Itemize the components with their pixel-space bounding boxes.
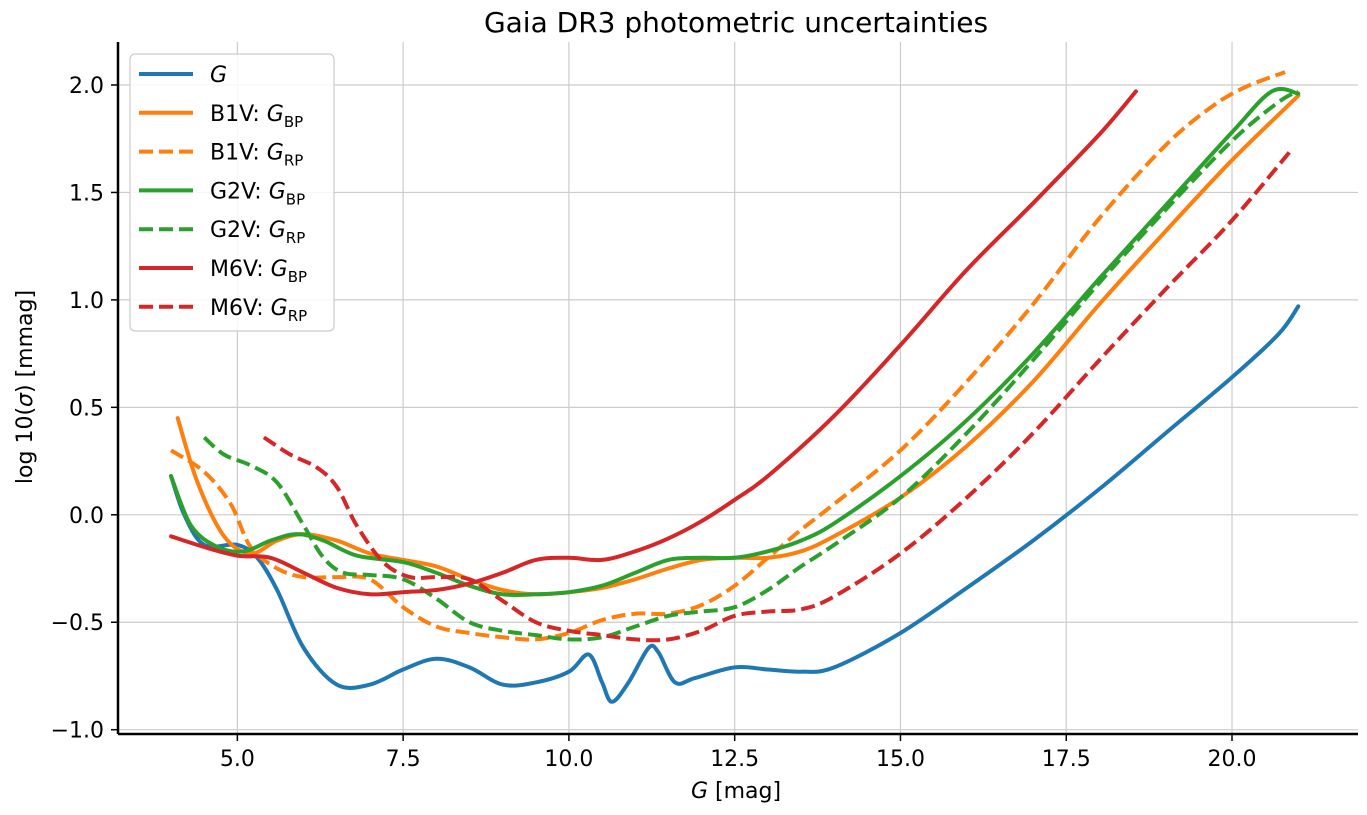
legend-var: G bbox=[210, 63, 227, 88]
legend-prefix: B1V: bbox=[210, 141, 267, 166]
y-axis-label-sym: σ bbox=[13, 392, 38, 407]
y-tick-label: −0.5 bbox=[51, 611, 104, 636]
legend-label: B1V: GBP bbox=[210, 102, 303, 131]
legend-prefix: G2V: bbox=[210, 218, 269, 243]
legend-label: M6V: GRP bbox=[210, 296, 307, 325]
legend-label: G2V: GBP bbox=[210, 179, 305, 208]
legend-var: G bbox=[267, 102, 284, 127]
y-axis-label-suffix: ) [mmag] bbox=[13, 290, 38, 393]
ticks: 5.0 7.5 10.0 12.5 15.0 17.5 20.0 −1.0 −0.5 0.0 0.5… bbox=[51, 74, 1257, 772]
legend-prefix: M6V: bbox=[210, 296, 271, 321]
y-axis-label: log 10(σ) [mmag] bbox=[13, 290, 38, 484]
legend-sub: RP bbox=[286, 229, 305, 247]
legend-sub: RP bbox=[284, 152, 303, 170]
series-line-5 bbox=[169, 89, 1138, 597]
legend-sub: RP bbox=[288, 307, 307, 325]
y-tick-label: 1.5 bbox=[69, 181, 104, 206]
x-tick-label: 20.0 bbox=[1208, 747, 1257, 772]
series-line-2 bbox=[169, 70, 1286, 642]
series-line-6 bbox=[262, 148, 1294, 643]
legend-label: G bbox=[210, 63, 227, 88]
y-axis-label-prefix: log 10( bbox=[13, 407, 38, 484]
y-tick-label: 2.0 bbox=[69, 74, 104, 99]
series-line-4 bbox=[202, 89, 1300, 642]
legend-label: M6V: GBP bbox=[210, 257, 307, 286]
x-tick-label: 7.5 bbox=[386, 747, 421, 772]
x-axis-label: G [mag] bbox=[691, 779, 781, 804]
axes bbox=[116, 42, 1358, 736]
legend-prefix: G2V: bbox=[210, 179, 269, 204]
x-tick-label: 10.0 bbox=[544, 747, 593, 772]
legend-var: G bbox=[267, 141, 284, 166]
legend-var: G bbox=[269, 218, 286, 243]
x-axis-label-var: G bbox=[691, 779, 708, 804]
x-tick-label: 5.0 bbox=[220, 747, 255, 772]
legend-prefix: M6V: bbox=[210, 257, 271, 282]
series-line-3 bbox=[169, 86, 1301, 598]
y-tick-label: 0.0 bbox=[69, 504, 104, 529]
chart-title: Gaia DR3 photometric uncertainties bbox=[484, 6, 988, 39]
series-line-1 bbox=[175, 93, 1301, 597]
x-axis-label-unit: [mag] bbox=[708, 779, 781, 804]
legend-var: G bbox=[271, 296, 288, 321]
legend-sub: BP bbox=[286, 190, 305, 208]
legend-label: B1V: GRP bbox=[210, 141, 303, 170]
legend-var: G bbox=[271, 257, 288, 282]
legend-sub: BP bbox=[288, 268, 307, 286]
legend-sub: BP bbox=[284, 113, 303, 131]
y-tick-label: 0.5 bbox=[69, 396, 104, 421]
y-tick-label: −1.0 bbox=[51, 719, 104, 744]
y-tick-label: 1.0 bbox=[69, 289, 104, 314]
legend-label: G2V: GRP bbox=[210, 218, 305, 247]
legend-var: G bbox=[269, 179, 286, 204]
legend-box bbox=[129, 53, 335, 332]
x-tick-label: 17.5 bbox=[1042, 747, 1091, 772]
x-tick-label: 12.5 bbox=[710, 747, 759, 772]
legend-prefix: B1V: bbox=[210, 102, 267, 127]
series-line-0 bbox=[169, 304, 1301, 704]
x-tick-label: 15.0 bbox=[876, 747, 925, 772]
series-lines bbox=[169, 70, 1301, 704]
